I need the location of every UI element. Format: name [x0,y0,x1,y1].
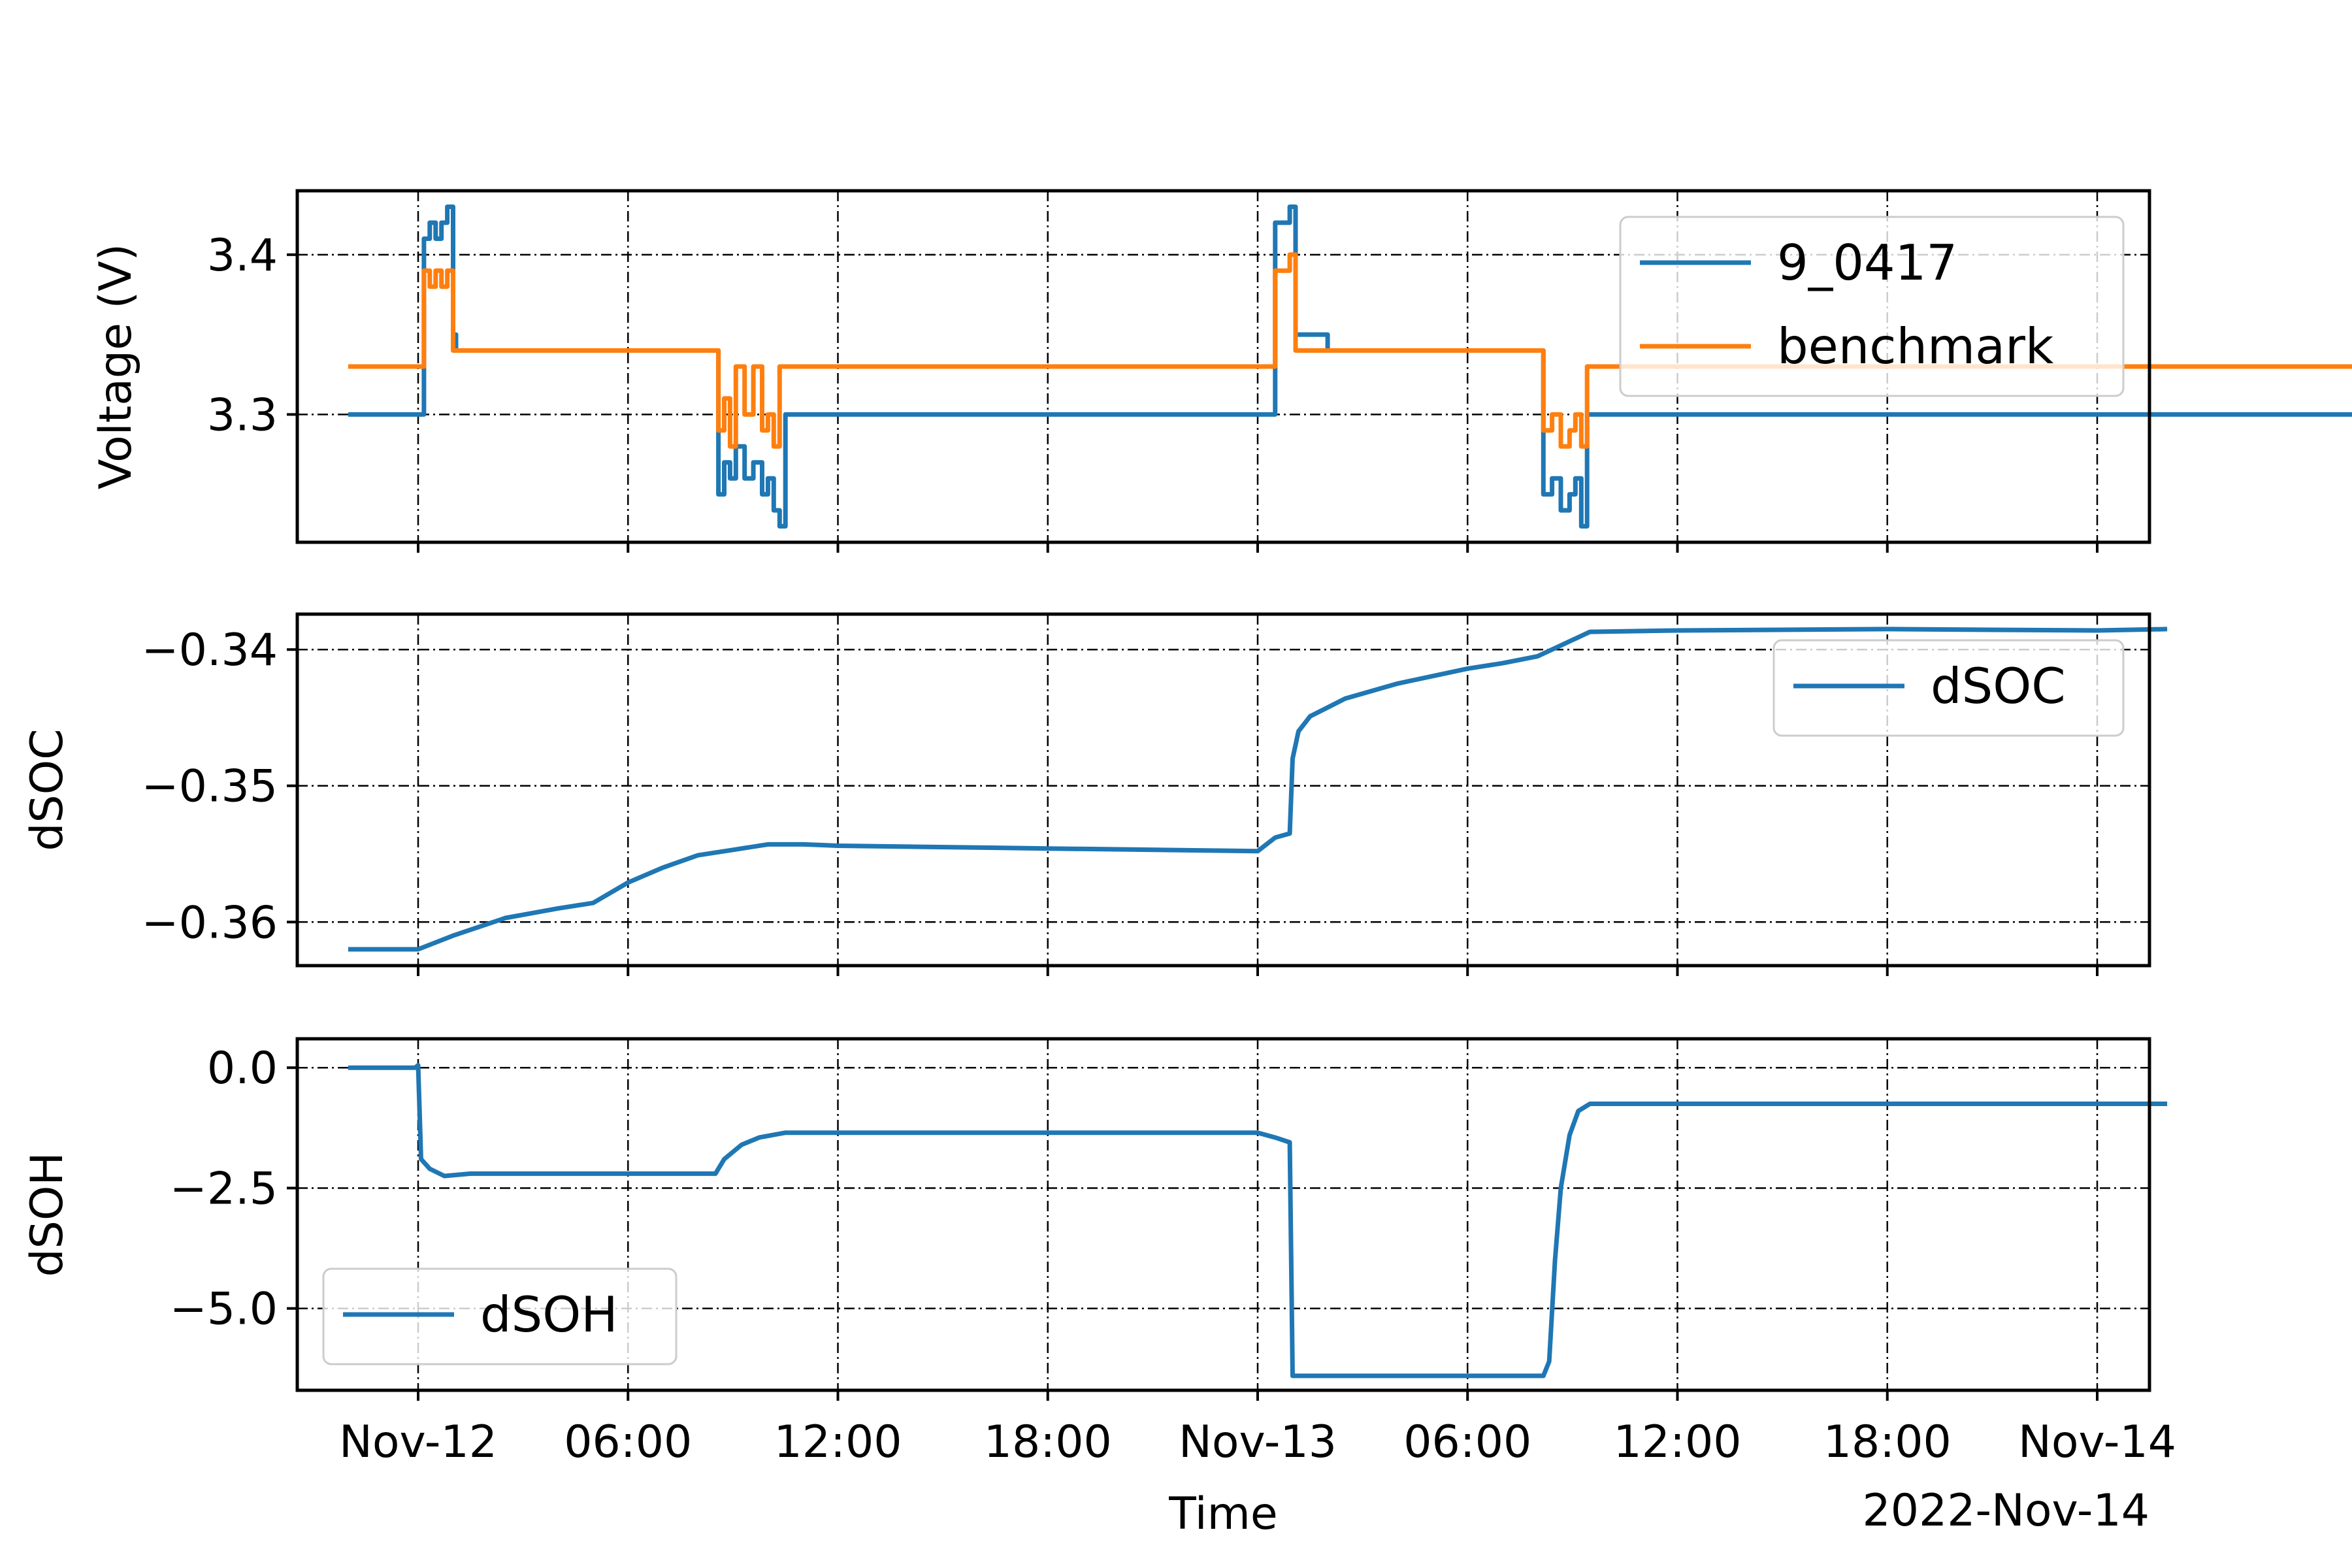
dsoc-ytick-label: −0.34 [142,625,278,676]
dsoc-legend-box [1772,639,2125,737]
dsoc-axes-frame [295,612,2151,968]
voltage-panel: 3.3 3.4 Voltage (V) 9_0417 benchmark [90,189,2352,553]
dsoh-ytick-label: −2.5 [170,1163,278,1215]
dsoc-series [348,627,2168,952]
voltage-series-line-1 [348,252,2352,449]
voltage-axes-frame [295,189,2151,544]
x-tick-label: Nov-12 [339,1416,497,1468]
date-offset-label: 2022-Nov-14 [1862,1485,2149,1537]
x-tick-label: Nov-14 [2018,1416,2176,1468]
voltage-yticks: 3.3 3.4 [207,230,297,441]
dsoc-ylabel: dSOC [22,728,73,851]
voltage-legend-label: benchmark [1777,318,2054,375]
dsoc-panel: −0.34 −0.35 −0.36 dSOC dSOC [22,612,2168,976]
dsoh-legend-label: dSOH [480,1286,618,1343]
dsoh-legend-box [322,1267,678,1365]
voltage-series [348,204,2352,529]
x-tick-label: Nov-13 [1179,1416,1337,1468]
dsoh-ytick-label: 0.0 [207,1043,278,1094]
dsoh-yticks: 0.0 −2.5 −5.0 [170,1043,297,1335]
voltage-legend: 9_0417 benchmark [1619,216,2125,397]
x-tick-label: 12:00 [774,1416,902,1468]
voltage-series-line-0 [348,204,2352,529]
dsoh-series [348,1063,2168,1379]
x-tick-label: 18:00 [1823,1416,1952,1468]
dsoh-panel: 0.0 −2.5 −5.0 Nov-12 06:00 12:00 18:00 Nov-13 0… [22,1037,2176,1540]
dsoc-yticks: −0.34 −0.35 −0.36 [142,625,297,949]
voltage-ylabel: Voltage (V) [90,244,142,489]
dsoc-legend: dSOC [1772,639,2125,737]
dsoc-grid [297,614,2149,966]
x-tick-label: 18:00 [984,1416,1112,1468]
x-tick-label: 06:00 [564,1416,692,1468]
dsoh-xticks: Nov-12 06:00 12:00 18:00 Nov-13 06:00 12:00 18:… [339,1390,2176,1468]
x-tick-label: 06:00 [1403,1416,1531,1468]
x-tick-label: 12:00 [1614,1416,1742,1468]
dsoh-series-line-0 [348,1063,2168,1379]
x-axis-label: Time [1168,1488,1277,1540]
dsoc-legend-label: dSOC [1931,657,2066,715]
dsoh-ylabel: dSOH [22,1152,73,1277]
dsoc-series-line-0 [348,627,2168,952]
dsoc-ytick-label: −0.36 [142,897,278,949]
voltage-legend-label: 9_0417 [1777,234,1957,291]
voltage-ytick-label: 3.3 [207,389,278,441]
dsoc-ytick-label: −0.35 [142,761,278,813]
voltage-xtick-marks [417,542,2099,553]
voltage-ytick-label: 3.4 [207,230,278,282]
dsoh-legend: dSOH [322,1267,678,1365]
dsoh-axes-frame [295,1037,2151,1392]
dsoc-xtick-marks [417,966,2099,976]
dsoh-ytick-label: −5.0 [170,1284,278,1335]
